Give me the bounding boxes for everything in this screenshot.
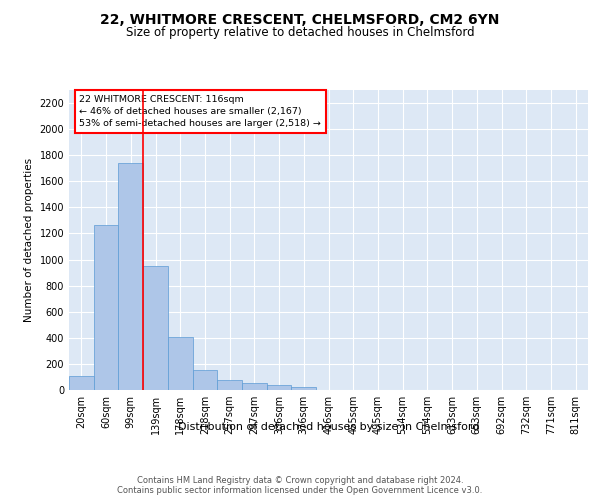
Bar — [242, 383, 267, 390]
Bar — [94, 225, 118, 390]
Text: 22, WHITMORE CRESCENT, CHELMSFORD, CM2 6YN: 22, WHITMORE CRESCENT, CHELMSFORD, CM2 6… — [100, 12, 500, 26]
Bar — [292, 388, 316, 390]
Y-axis label: Number of detached properties: Number of detached properties — [24, 158, 34, 322]
Bar — [193, 370, 217, 390]
Bar — [217, 380, 242, 390]
Text: Distribution of detached houses by size in Chelmsford: Distribution of detached houses by size … — [178, 422, 479, 432]
Text: 22 WHITMORE CRESCENT: 116sqm
← 46% of detached houses are smaller (2,167)
53% of: 22 WHITMORE CRESCENT: 116sqm ← 46% of de… — [79, 94, 321, 128]
Text: Contains HM Land Registry data © Crown copyright and database right 2024.
Contai: Contains HM Land Registry data © Crown c… — [118, 476, 482, 496]
Text: Size of property relative to detached houses in Chelmsford: Size of property relative to detached ho… — [125, 26, 475, 39]
Bar — [267, 385, 292, 390]
Bar — [118, 163, 143, 390]
Bar — [69, 376, 94, 390]
Bar — [143, 266, 168, 390]
Bar — [168, 336, 193, 390]
